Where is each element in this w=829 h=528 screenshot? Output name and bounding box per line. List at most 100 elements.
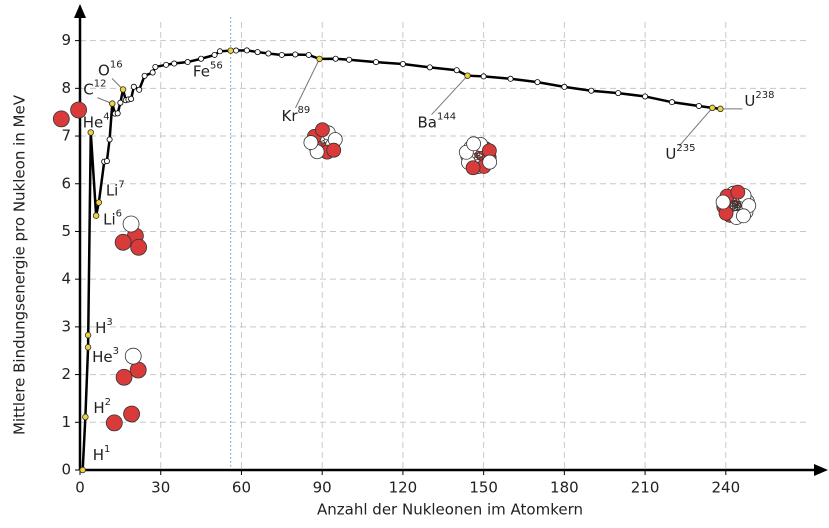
- isotope-symbol: U: [744, 91, 755, 109]
- isotope-symbol: O: [98, 61, 110, 79]
- isotope-symbol: H: [93, 398, 104, 416]
- data-point: [265, 50, 272, 57]
- isotope-label: H3: [95, 317, 113, 337]
- data-point: [211, 51, 218, 58]
- y-tick-label: 8: [61, 79, 71, 97]
- isotope-label: O16: [98, 59, 123, 79]
- highlight-point: [79, 466, 86, 474]
- highlight-point: [95, 199, 103, 206]
- isotope-symbol: Li: [103, 210, 116, 228]
- x-tick-label: 30: [151, 479, 170, 497]
- y-tick-label: 3: [61, 317, 71, 335]
- x-tick-label: 120: [389, 479, 418, 497]
- isotope-mass-number: 3: [113, 346, 119, 357]
- data-point: [216, 48, 223, 55]
- isotope-symbol: Ba: [417, 113, 436, 131]
- leader-line: [295, 58, 320, 109]
- isotope-symbol: He: [92, 348, 113, 366]
- highlight-point: [709, 104, 716, 112]
- nucleus-illustration: [114, 215, 148, 256]
- x-tick-label: 180: [550, 479, 579, 497]
- isotope-label: C12: [83, 79, 106, 99]
- isotope-symbol: Kr: [281, 106, 298, 124]
- data-point: [399, 61, 406, 68]
- data-point: [184, 59, 191, 66]
- data-point: [642, 93, 649, 100]
- nucleon: [482, 154, 498, 170]
- isotope-symbol: Li: [106, 181, 119, 199]
- nucleon: [122, 215, 140, 233]
- isotope-mass-number: 6: [116, 209, 122, 220]
- isotope-mass-number: 238: [755, 90, 774, 101]
- nucleon: [715, 194, 731, 210]
- isotope-mass-number: 16: [110, 59, 123, 70]
- data-point: [141, 72, 148, 79]
- data-point: [152, 63, 159, 70]
- data-point: [149, 69, 156, 76]
- highlight-point: [84, 331, 92, 339]
- data-point: [695, 102, 702, 109]
- isotope-symbol: C: [83, 80, 93, 98]
- nucleon: [70, 101, 87, 119]
- isotope-mass-number: 89: [298, 105, 311, 116]
- x-tick-label: 60: [232, 479, 251, 497]
- nucleus-illustration: [105, 405, 141, 432]
- isotope-symbol: He: [83, 113, 104, 131]
- isotope-mass-number: 2: [105, 397, 111, 408]
- data-point: [332, 55, 339, 62]
- nucleon: [466, 136, 482, 152]
- data-point: [117, 99, 124, 106]
- data-point: [426, 64, 433, 71]
- isotope-symbol: H: [93, 446, 104, 464]
- y-tick-label: 5: [61, 222, 71, 240]
- highlight-point: [92, 212, 100, 219]
- highlight-point: [464, 72, 471, 79]
- highlight-point: [82, 413, 89, 421]
- data-point: [163, 61, 170, 68]
- highlight-point: [717, 105, 724, 113]
- data-point: [453, 67, 460, 74]
- highlight-point: [109, 100, 116, 107]
- nucleon: [123, 405, 141, 423]
- x-axis-label: Anzahl der Nukleonen im Atomkern: [317, 501, 583, 519]
- isotope-label: He3: [92, 346, 119, 366]
- isotope-mass-number: 3: [106, 317, 112, 328]
- nucleus-illustration: [303, 122, 343, 160]
- isotope-label: Li6: [103, 209, 122, 229]
- x-axis-arrow: [814, 464, 828, 476]
- y-tick-label: 6: [61, 174, 71, 192]
- y-tick-label: 2: [61, 365, 71, 383]
- isotope-mass-number: 56: [210, 61, 223, 72]
- highlight-point: [87, 129, 94, 136]
- nucleon: [115, 368, 133, 386]
- data-point: [106, 136, 113, 143]
- y-axis-arrow: [74, 4, 86, 18]
- leader-line: [431, 75, 468, 116]
- nucleon: [130, 238, 148, 256]
- data-point: [254, 49, 261, 56]
- isotope-mass-number: 144: [437, 112, 456, 123]
- isotope-mass-number: 7: [118, 180, 124, 191]
- data-point: [305, 51, 312, 58]
- x-tick-label: 240: [711, 479, 740, 497]
- isotope-label: U235: [665, 143, 695, 163]
- leader-line: [678, 107, 713, 147]
- data-point: [534, 79, 541, 86]
- data-point: [588, 87, 595, 94]
- data-point: [243, 47, 250, 54]
- nucleon: [326, 142, 342, 158]
- nucleus-illustration: [115, 347, 147, 386]
- data-point: [561, 83, 568, 90]
- data-point: [669, 99, 676, 106]
- data-point: [103, 158, 110, 165]
- isotope-label: Li7: [106, 180, 125, 200]
- nucleon: [315, 122, 330, 138]
- y-tick-label: 9: [61, 31, 71, 49]
- nucleon: [730, 184, 746, 200]
- y-axis-label: Mittlere Bindungsenergie pro Nukleon in …: [11, 94, 29, 435]
- isotope-mass-number: 12: [94, 79, 107, 90]
- nucleon: [465, 160, 481, 176]
- y-tick-label: 7: [61, 127, 71, 145]
- data-point: [233, 47, 240, 54]
